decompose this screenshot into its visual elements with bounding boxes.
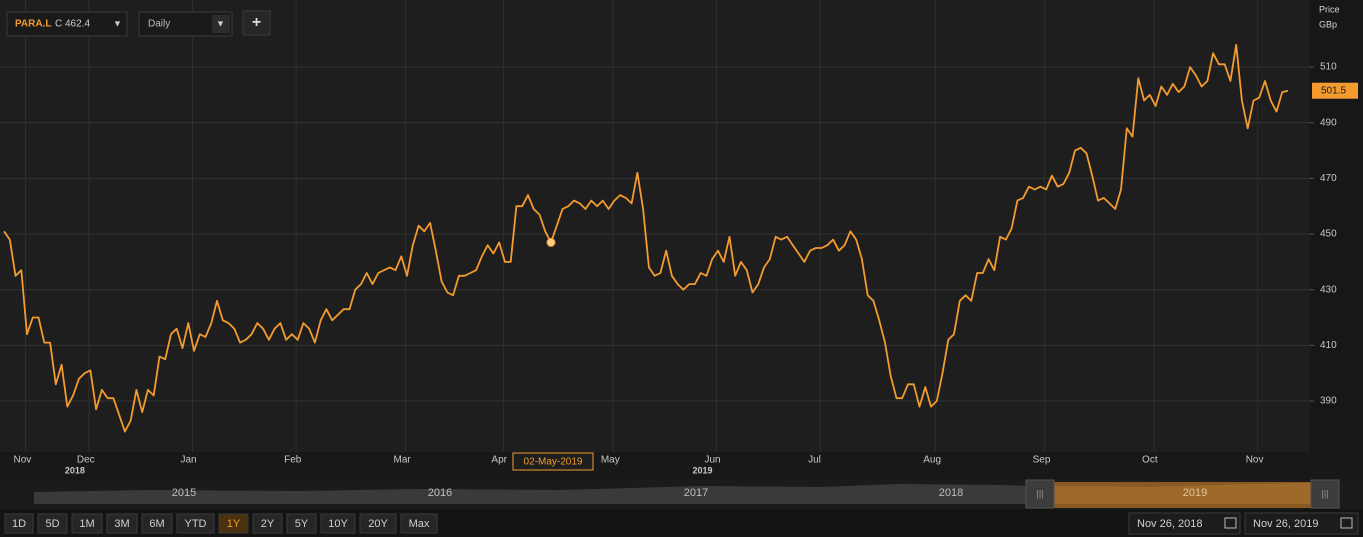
y-tick-label: 490 — [1320, 117, 1337, 128]
x-tick-label: May — [601, 455, 620, 466]
range-button-label[interactable]: 1D — [12, 518, 26, 530]
range-button[interactable] — [176, 513, 215, 534]
range-button-label[interactable]: 20Y — [368, 518, 388, 530]
time-axis-area — [0, 452, 1363, 480]
y-tick-label: 450 — [1320, 229, 1337, 240]
year-label: 2018 — [65, 465, 85, 475]
x-tick-label: Feb — [284, 455, 302, 466]
x-tick-label: Sep — [1033, 455, 1051, 466]
symbol[interactable]: PARA.L — [15, 19, 51, 30]
range-button[interactable] — [37, 513, 68, 534]
navigator-year: 2016 — [428, 487, 452, 499]
crosshair-label: 02-May-2019 — [524, 457, 583, 468]
x-tick-label: Dec — [77, 455, 95, 466]
calendar-icon[interactable] — [1224, 517, 1237, 529]
range-button-label[interactable]: YTD — [185, 518, 207, 530]
navigator-year: 2019 — [1183, 487, 1207, 499]
y-tick-label: 390 — [1320, 396, 1337, 407]
x-tick-label: Jun — [704, 455, 720, 466]
plot-area — [0, 0, 1310, 452]
year-label: 2019 — [692, 465, 712, 475]
range-button-label[interactable]: 5D — [45, 518, 59, 530]
range-button-label[interactable]: 1Y — [227, 518, 241, 530]
date-to-box[interactable] — [1244, 512, 1359, 535]
x-tick-label: Aug — [923, 455, 941, 466]
symbol-box[interactable] — [6, 11, 128, 37]
price-line — [3, 43, 1289, 433]
x-tick-label: Oct — [1142, 455, 1158, 466]
range-button[interactable] — [286, 513, 317, 534]
range-button[interactable] — [359, 513, 397, 534]
navigator-year: 2017 — [684, 487, 708, 499]
date-from[interactable]: Nov 26, 2018 — [1137, 518, 1202, 530]
navigator-handle[interactable] — [1310, 479, 1340, 509]
y-tick-label: 410 — [1320, 340, 1337, 351]
range-button-label[interactable]: Max — [409, 518, 430, 530]
x-tick-label: Nov — [1246, 455, 1264, 466]
y-tick-label: 430 — [1320, 284, 1337, 295]
y-tick-label: 470 — [1320, 173, 1337, 184]
navigator-year: 2018 — [939, 487, 963, 499]
navigator-window-area — [1055, 483, 1310, 504]
last-value-badge — [1312, 82, 1358, 99]
range-button[interactable] — [252, 513, 283, 534]
range-button-label[interactable]: 3M — [114, 518, 129, 530]
range-button-label[interactable]: 6M — [149, 518, 164, 530]
axis-title: Price — [1319, 4, 1340, 14]
axis-unit: GBp — [1319, 19, 1337, 29]
interval[interactable]: Daily — [148, 19, 170, 30]
quote: C 462.4 — [55, 19, 90, 30]
last-value-label: 501.5 — [1321, 85, 1346, 96]
range-button-label[interactable]: 1M — [79, 518, 94, 530]
navigator-year: 2015 — [172, 487, 196, 499]
navigator-handle[interactable] — [1025, 479, 1055, 509]
add-button[interactable] — [242, 10, 271, 36]
range-button[interactable] — [106, 513, 138, 534]
x-tick-label: Jan — [180, 455, 196, 466]
range-button[interactable] — [4, 513, 34, 534]
add-icon[interactable]: + — [252, 14, 261, 31]
y-tick-label: 510 — [1320, 62, 1337, 73]
dropdown-arrow[interactable]: ▼ — [113, 18, 122, 28]
range-button-label[interactable]: 2Y — [261, 518, 275, 530]
dropdown-arrow[interactable]: ▼ — [216, 18, 225, 28]
range-button[interactable] — [400, 513, 438, 534]
x-tick-label: Jul — [808, 455, 821, 466]
date-from-box[interactable] — [1128, 512, 1241, 535]
navigator-area — [34, 484, 1030, 504]
range-button-label[interactable]: 10Y — [328, 518, 348, 530]
x-tick-label: Apr — [491, 455, 507, 466]
range-button[interactable] — [320, 513, 356, 534]
grid — [0, 0, 1310, 452]
handle-grip[interactable]: ||| — [1036, 488, 1043, 498]
crosshair-point — [546, 237, 556, 247]
calendar-icon[interactable] — [1340, 517, 1353, 529]
range-buttons: 1D 5D 1M 3M 6M YTD 1Y 2Y 5Y 10Y 20Y Max — [4, 513, 438, 534]
range-button[interactable] — [141, 513, 173, 534]
interval-dropdown[interactable] — [212, 15, 230, 33]
range-button[interactable] — [71, 513, 103, 534]
range-button-label[interactable]: 5Y — [295, 518, 309, 530]
x-tick-label: Nov — [14, 455, 32, 466]
date-to[interactable]: Nov 26, 2019 — [1253, 518, 1318, 530]
range-button[interactable] — [218, 513, 249, 534]
x-tick-label: Mar — [394, 455, 412, 466]
crosshair-label-box — [512, 452, 594, 471]
handle-grip[interactable]: ||| — [1321, 488, 1328, 498]
price-axis-area — [1310, 0, 1363, 452]
